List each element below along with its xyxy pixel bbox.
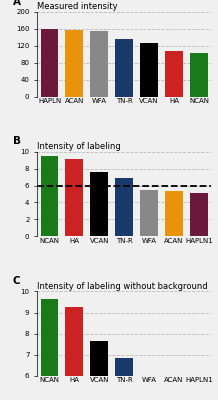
Bar (41, 29, 58, 97)
Bar (115, 358, 133, 400)
Text: Intensity of labeling: Intensity of labeling (37, 142, 121, 151)
Text: B: B (13, 136, 21, 146)
Bar (190, 53, 208, 97)
Bar (115, 178, 133, 236)
Bar (90, 32, 108, 97)
Text: Measured intensity: Measured intensity (37, 2, 118, 11)
Bar (90, 341, 108, 400)
Bar (65, 306, 83, 400)
Bar (140, 190, 158, 236)
Bar (165, 192, 183, 236)
Bar (90, 172, 108, 236)
Text: Intensity of labeling without background: Intensity of labeling without background (37, 282, 208, 290)
Bar (41, 156, 58, 236)
Bar (65, 159, 83, 236)
Text: C: C (13, 276, 20, 286)
Bar (65, 30, 83, 97)
Bar (140, 43, 158, 97)
Text: A: A (13, 0, 21, 7)
Bar (41, 299, 58, 400)
Bar (165, 51, 183, 97)
Bar (190, 193, 208, 236)
Bar (115, 39, 133, 97)
